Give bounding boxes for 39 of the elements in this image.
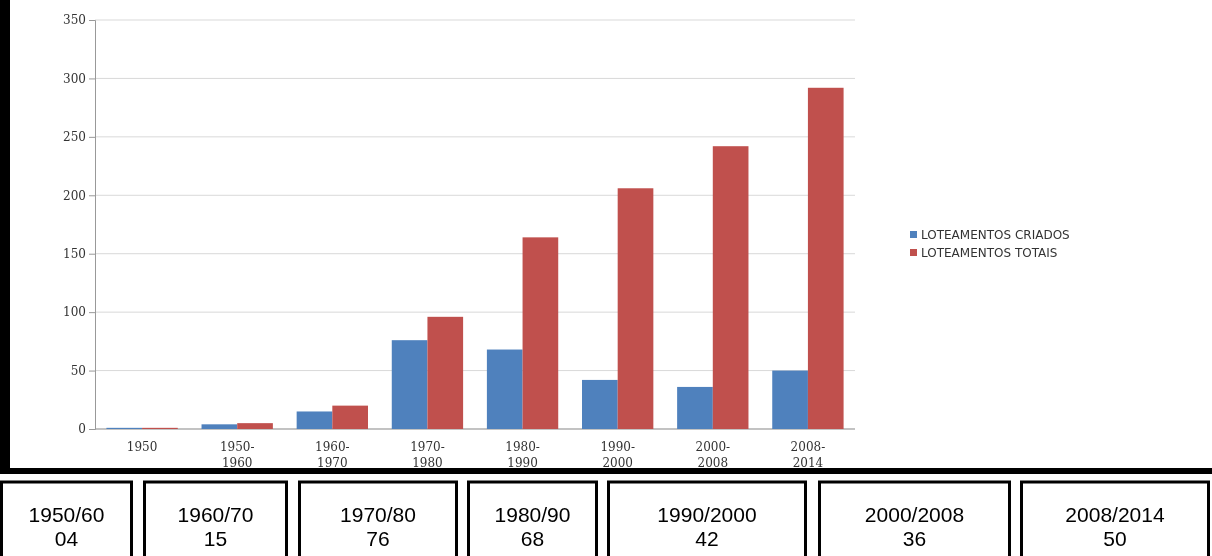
bar	[332, 405, 368, 429]
text: 1960/70 15	[177, 503, 254, 550]
legend-label: LOTEAMENTOS CRIADOS	[921, 228, 1070, 242]
text: 1980/90 68	[494, 503, 571, 550]
x-tick-label: 1980- 1990	[505, 440, 540, 470]
x-tick-label: 2000- 2008	[695, 440, 731, 470]
bar	[391, 340, 428, 429]
legend-label: LOTEAMENTOS TOTAIS	[921, 246, 1058, 260]
x-tick-label: 2008- 2014	[790, 440, 826, 470]
x-tick-label: 1950- 1960	[219, 440, 255, 470]
bar	[807, 87, 844, 429]
bar	[201, 424, 238, 429]
y-tick-label: 250	[63, 130, 86, 145]
y-tick-label: 50	[70, 363, 86, 378]
y-tick-label: 300	[63, 71, 86, 86]
bar	[237, 423, 273, 429]
y-tick-label: 150	[63, 247, 86, 262]
y-tick-label: 200	[63, 188, 86, 203]
bar	[582, 379, 618, 429]
bar	[677, 386, 713, 429]
y-tick-label: 0	[78, 422, 86, 437]
bar	[427, 316, 464, 429]
y-tick-label: 100	[63, 305, 86, 320]
y-tick-label: 350	[63, 13, 86, 28]
text: 1990/2000 42	[657, 503, 757, 550]
x-tick-label: 1990- 2000	[600, 440, 635, 470]
x-tick-label: 1950	[126, 440, 158, 454]
text: 1950/60 04	[28, 503, 105, 550]
text: 2000/2008 36	[864, 503, 965, 550]
bar	[522, 237, 559, 429]
x-tick-label: 1970- 1980	[410, 440, 445, 470]
x-tick-label: 1960- 1970	[315, 440, 350, 470]
text: 2008/2014 50	[1065, 503, 1165, 550]
bar	[617, 188, 654, 429]
bar	[296, 411, 333, 429]
bar	[772, 370, 808, 429]
bar	[712, 146, 749, 429]
text: 1970/80 76	[340, 503, 416, 550]
bar	[486, 349, 523, 429]
